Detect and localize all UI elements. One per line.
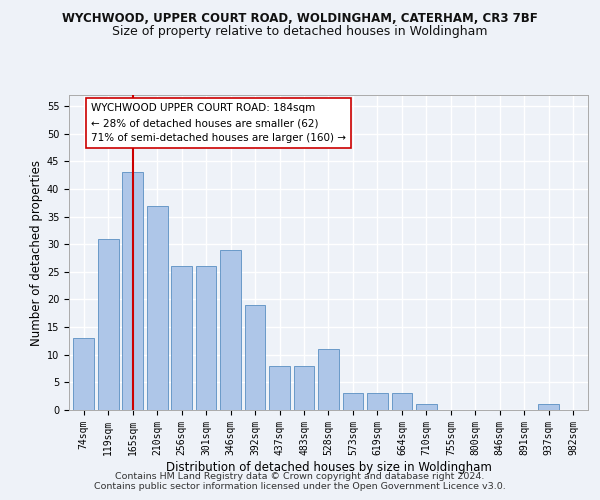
Bar bbox=[147, 206, 167, 410]
Y-axis label: Number of detached properties: Number of detached properties bbox=[29, 160, 43, 346]
X-axis label: Distribution of detached houses by size in Woldingham: Distribution of detached houses by size … bbox=[166, 460, 491, 473]
Text: Size of property relative to detached houses in Woldingham: Size of property relative to detached ho… bbox=[112, 25, 488, 38]
Bar bbox=[269, 366, 290, 410]
Bar bbox=[392, 394, 412, 410]
Text: Contains public sector information licensed under the Open Government Licence v3: Contains public sector information licen… bbox=[94, 482, 506, 491]
Bar bbox=[245, 305, 265, 410]
Bar bbox=[318, 349, 339, 410]
Bar bbox=[343, 394, 364, 410]
Bar bbox=[416, 404, 437, 410]
Bar bbox=[196, 266, 217, 410]
Text: Contains HM Land Registry data © Crown copyright and database right 2024.: Contains HM Land Registry data © Crown c… bbox=[115, 472, 485, 481]
Bar bbox=[73, 338, 94, 410]
Bar bbox=[98, 238, 119, 410]
Bar bbox=[171, 266, 192, 410]
Text: WYCHWOOD, UPPER COURT ROAD, WOLDINGHAM, CATERHAM, CR3 7BF: WYCHWOOD, UPPER COURT ROAD, WOLDINGHAM, … bbox=[62, 12, 538, 26]
Bar bbox=[122, 172, 143, 410]
Bar bbox=[220, 250, 241, 410]
Text: WYCHWOOD UPPER COURT ROAD: 184sqm
← 28% of detached houses are smaller (62)
71% : WYCHWOOD UPPER COURT ROAD: 184sqm ← 28% … bbox=[91, 104, 346, 143]
Bar bbox=[367, 394, 388, 410]
Bar bbox=[293, 366, 314, 410]
Bar bbox=[538, 404, 559, 410]
